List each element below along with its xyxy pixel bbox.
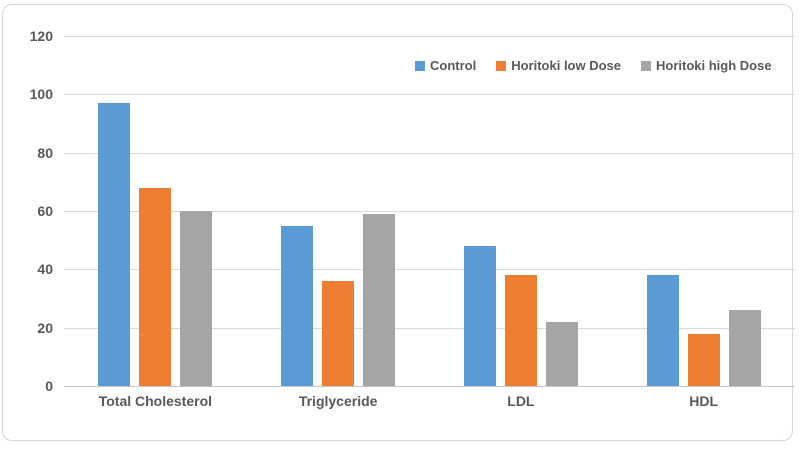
x-category-label-triglyceride: Triglyceride [298, 393, 378, 409]
legend-swatch-icon [415, 60, 425, 71]
bar-control-total-cholesterol [98, 103, 131, 386]
gridline-100 [64, 94, 795, 96]
x-category-label-ldl: LDL [507, 393, 535, 409]
legend-label-control: Control [430, 58, 477, 73]
y-tick-label-80: 80 [37, 144, 53, 161]
y-tick-label-120: 120 [29, 28, 53, 44]
legend-item-control: Control [415, 58, 476, 73]
gridline-80 [64, 152, 795, 154]
x-axis-line [64, 386, 795, 387]
bar-control-hdl [646, 275, 679, 386]
y-tick-label-40: 40 [37, 261, 53, 278]
legend-item-horitoki-low-dose: Horitoki low Dose [496, 58, 621, 73]
bar-horitoki-high-dose-total-cholesterol [180, 211, 213, 386]
bar-horitoki-low-dose-hdl [687, 333, 720, 386]
bar-control-triglyceride [281, 225, 314, 386]
y-tick-label-60: 60 [37, 203, 53, 219]
bar-horitoki-high-dose-triglyceride [363, 213, 396, 386]
x-category-label-hdl: HDL [689, 393, 719, 409]
legend: Control Horitoki low Dose Horitoki high Do… [415, 58, 772, 73]
legend-item-horitoki-high-dose: Horitoki high Dose [641, 58, 772, 73]
legend-label-horitoki-low-dose: Horitoki low Dose [511, 58, 622, 73]
gridline-20 [64, 327, 795, 329]
gridline-120 [64, 36, 795, 37]
legend-swatch-icon [496, 60, 507, 71]
gridline-40 [64, 269, 795, 271]
chart-frame: 0 20 40 60 80 100 120 Total Cholesterol Triglyc… [2, 4, 795, 441]
y-tick-label-20: 20 [37, 319, 53, 336]
bar-horitoki-low-dose-triglyceride [322, 281, 355, 386]
bar-horitoki-low-dose-total-cholesterol [139, 187, 172, 386]
legend-swatch-icon [641, 60, 652, 71]
y-tick-label-0: 0 [45, 378, 53, 394]
gridline-60 [64, 211, 795, 212]
bar-horitoki-high-dose-ldl [545, 321, 578, 386]
x-category-label-total-cholesterol: Total Cholesterol [98, 393, 213, 409]
bar-control-ldl [463, 246, 496, 386]
y-tick-label-100: 100 [29, 86, 53, 103]
legend-label-horitoki-high-dose: Horitoki high Dose [656, 58, 772, 73]
bar-horitoki-low-dose-ldl [504, 275, 537, 386]
bar-horitoki-high-dose-hdl [728, 310, 761, 386]
plot-area [64, 36, 795, 387]
